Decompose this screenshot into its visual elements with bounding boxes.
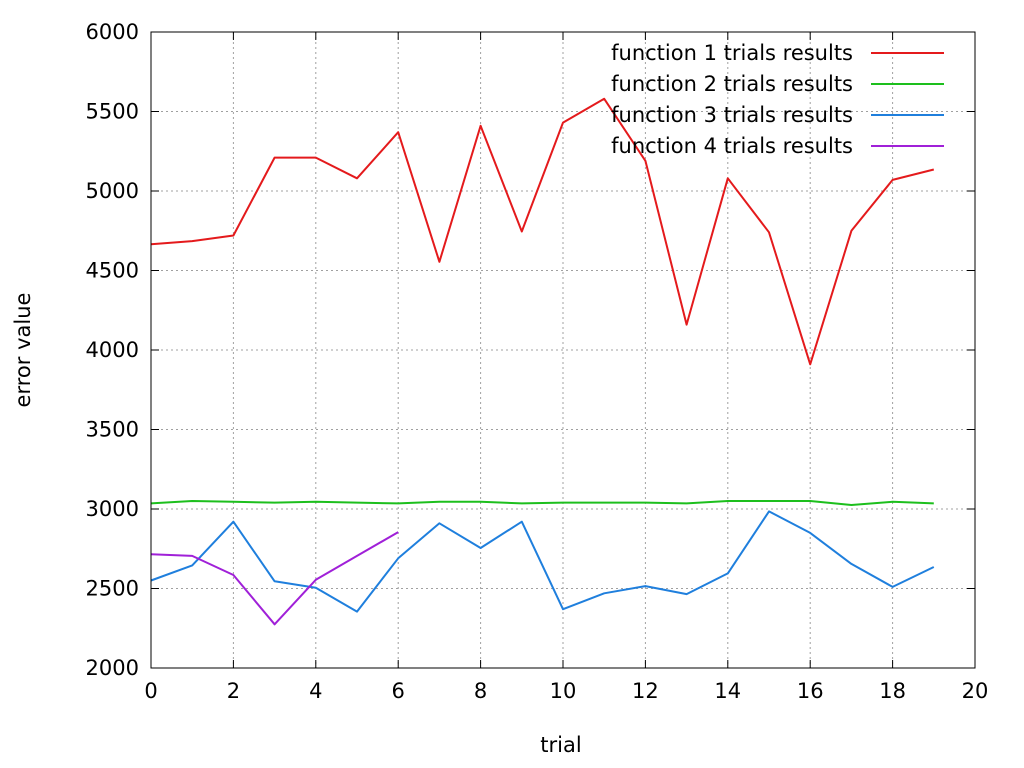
x-tick-label: 0: [144, 679, 157, 703]
series-line-function-3: [150, 510, 935, 613]
x-tick-label: 14: [714, 679, 741, 703]
y-tick-label: 3000: [86, 497, 139, 521]
series-line-function-4: [150, 531, 399, 626]
x-tick-label: 10: [550, 679, 577, 703]
y-tick-label: 2500: [86, 577, 139, 601]
y-tick-label: 3500: [86, 418, 139, 442]
y-tick-labels: 2000 2500 3000 3500 4000 4500 5000 5500 6000: [86, 20, 139, 680]
y-tick-label: 5500: [86, 100, 139, 124]
y-tick-label: 6000: [86, 20, 139, 44]
grid: [151, 32, 975, 668]
x-tick-label: 16: [797, 679, 824, 703]
legend-label-function-4: function 4 trials results: [611, 134, 853, 158]
y-tick-label: 4500: [86, 259, 139, 283]
series-layer: [150, 97, 935, 626]
legend: function 1 trials results function 2 tria…: [611, 41, 944, 158]
x-tick-label: 4: [309, 679, 322, 703]
y-tick-label: 5000: [86, 179, 139, 203]
series-line-function-1: [150, 97, 935, 366]
x-tick-label: 18: [879, 679, 906, 703]
x-tick-label: 6: [392, 679, 405, 703]
y-axis-label: error value: [11, 293, 35, 408]
legend-label-function-1: function 1 trials results: [611, 41, 853, 65]
ticks: [150, 31, 976, 669]
x-tick-label: 2: [227, 679, 240, 703]
y-tick-label: 4000: [86, 338, 139, 362]
x-tick-labels: 0 2 4 6 8 10 12 14 16 18 20: [144, 679, 988, 703]
x-tick-label: 20: [962, 679, 989, 703]
x-axis-label: trial: [540, 733, 581, 757]
x-tick-label: 8: [474, 679, 487, 703]
legend-label-function-2: function 2 trials results: [611, 72, 853, 96]
legend-label-function-3: function 3 trials results: [611, 103, 853, 127]
series-line-function-2: [150, 500, 934, 506]
y-tick-label: 2000: [86, 656, 139, 680]
x-tick-label: 12: [632, 679, 659, 703]
